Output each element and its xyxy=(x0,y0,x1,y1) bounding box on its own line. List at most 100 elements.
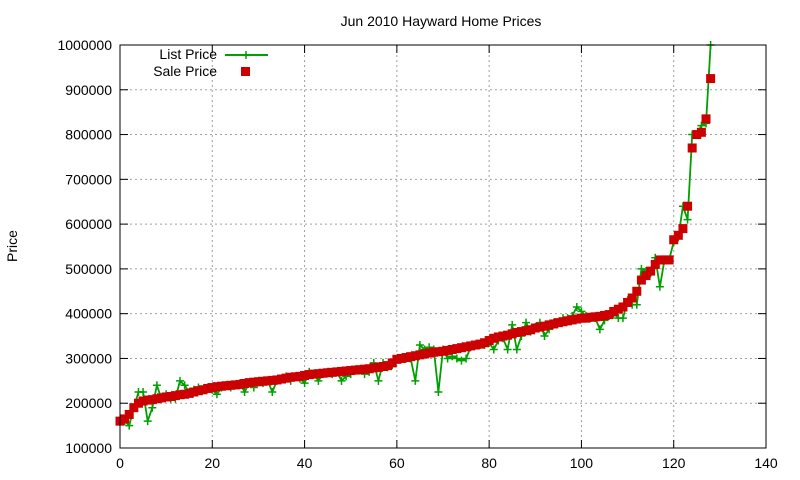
sale-price-point xyxy=(687,143,697,153)
sale-price-point xyxy=(309,369,319,379)
sale-price-point xyxy=(272,375,282,385)
list-price-point xyxy=(143,417,152,426)
sale-price-point xyxy=(429,347,439,357)
list-price-point xyxy=(457,356,466,365)
sale-price-point xyxy=(300,370,310,380)
sale-price-point xyxy=(170,391,180,401)
sale-price-point xyxy=(659,255,669,265)
y-axis-label: Price xyxy=(4,230,20,262)
sale-price-point xyxy=(373,362,383,372)
y-tick-label: 200000 xyxy=(65,395,112,411)
sale-price-point xyxy=(378,362,388,372)
sale-price-point xyxy=(332,367,342,377)
y-tick-label: 700000 xyxy=(65,171,112,187)
sale-price-point xyxy=(544,320,554,330)
sale-price-point xyxy=(641,271,651,281)
sale-price-point xyxy=(258,376,268,386)
sale-price-point xyxy=(341,366,351,376)
sale-price-point xyxy=(498,331,508,341)
sale-price-point xyxy=(166,392,176,402)
sale-price-point xyxy=(696,127,706,137)
sale-price-point xyxy=(129,403,139,413)
sale-price-point xyxy=(350,365,360,375)
sale-price-point xyxy=(567,315,577,325)
sale-price-point xyxy=(406,352,416,362)
legend-label-list-price: List Price xyxy=(159,46,217,62)
x-tick-label: 100 xyxy=(570,455,594,471)
sale-price-point xyxy=(540,321,550,331)
sale-price-point xyxy=(516,327,526,337)
sale-price-point xyxy=(313,369,323,379)
sale-price-point xyxy=(692,130,702,140)
list-price-point xyxy=(148,403,157,412)
sale-price-point xyxy=(456,343,466,353)
sale-price-point xyxy=(475,339,485,349)
sale-price-point xyxy=(277,374,286,384)
chart-title: Jun 2010 Hayward Home Prices xyxy=(341,13,542,29)
sale-price-point xyxy=(295,371,305,381)
x-axis-ticks: 0 20 40 60 80 100 120 140 xyxy=(116,45,778,471)
list-price-point xyxy=(462,354,471,363)
sale-price-point xyxy=(364,364,374,374)
sale-price-point xyxy=(327,367,337,377)
sale-price-point xyxy=(558,317,568,327)
sale-price-point xyxy=(669,235,679,245)
sale-price-point xyxy=(461,342,471,352)
sale-price-point xyxy=(383,361,393,371)
list-price-point xyxy=(415,341,424,350)
sale-price-point xyxy=(489,333,499,343)
sale-price-point xyxy=(336,366,346,376)
sale-price-point xyxy=(553,318,563,328)
list-price-point xyxy=(452,354,461,363)
sale-price-point xyxy=(304,370,314,380)
sale-price-point xyxy=(152,394,162,404)
list-price-point xyxy=(503,345,512,354)
sale-price-point xyxy=(443,345,453,355)
sale-price-point xyxy=(281,373,291,383)
y-axis-ticks: 100000 200000 300000 400000 500000 600000 7000… xyxy=(57,37,766,456)
sale-price-point xyxy=(235,379,245,389)
list-price-point xyxy=(268,388,277,397)
sale-price-point xyxy=(600,310,609,320)
list-price-point xyxy=(512,345,521,354)
x-tick-label: 0 xyxy=(116,455,124,471)
x-tick-label: 20 xyxy=(204,455,220,471)
sale-price-point xyxy=(650,259,660,269)
sale-price-point xyxy=(563,316,573,326)
sale-price-point xyxy=(286,372,296,382)
sale-price-point xyxy=(226,380,236,390)
sale-price-point xyxy=(613,304,623,314)
x-tick-label: 40 xyxy=(297,455,313,471)
sale-price-point xyxy=(526,325,536,335)
series-list-price xyxy=(116,41,715,430)
list-price-point xyxy=(632,300,641,309)
list-price-point xyxy=(300,379,309,388)
y-tick-label: 1000000 xyxy=(57,37,112,53)
sale-price-point xyxy=(535,322,545,332)
y-tick-label: 100000 xyxy=(65,440,112,456)
x-tick-label: 60 xyxy=(389,455,405,471)
sale-price-point xyxy=(212,382,222,392)
sale-price-point xyxy=(415,350,425,360)
sale-price-point xyxy=(706,74,716,84)
list-price-point xyxy=(508,320,517,329)
list-price-point xyxy=(175,376,184,385)
sale-price-point xyxy=(143,395,153,405)
sale-price-point xyxy=(189,387,199,397)
sale-price-point xyxy=(447,344,457,354)
sale-price-point xyxy=(664,255,674,265)
sale-price-point xyxy=(124,409,134,419)
sale-price-point xyxy=(512,327,522,337)
sale-price-point xyxy=(438,346,448,356)
list-price-point xyxy=(683,215,692,224)
sale-price-point xyxy=(424,348,434,358)
sale-price-point xyxy=(180,389,190,399)
sale-price-point xyxy=(387,358,397,368)
sale-price-point xyxy=(161,392,171,402)
sale-price-point xyxy=(632,286,642,296)
sale-price-point xyxy=(157,393,167,403)
sale-price-point xyxy=(420,349,430,359)
y-tick-label: 800000 xyxy=(65,127,112,143)
sale-price-point xyxy=(604,310,614,320)
list-price-point xyxy=(125,421,134,430)
